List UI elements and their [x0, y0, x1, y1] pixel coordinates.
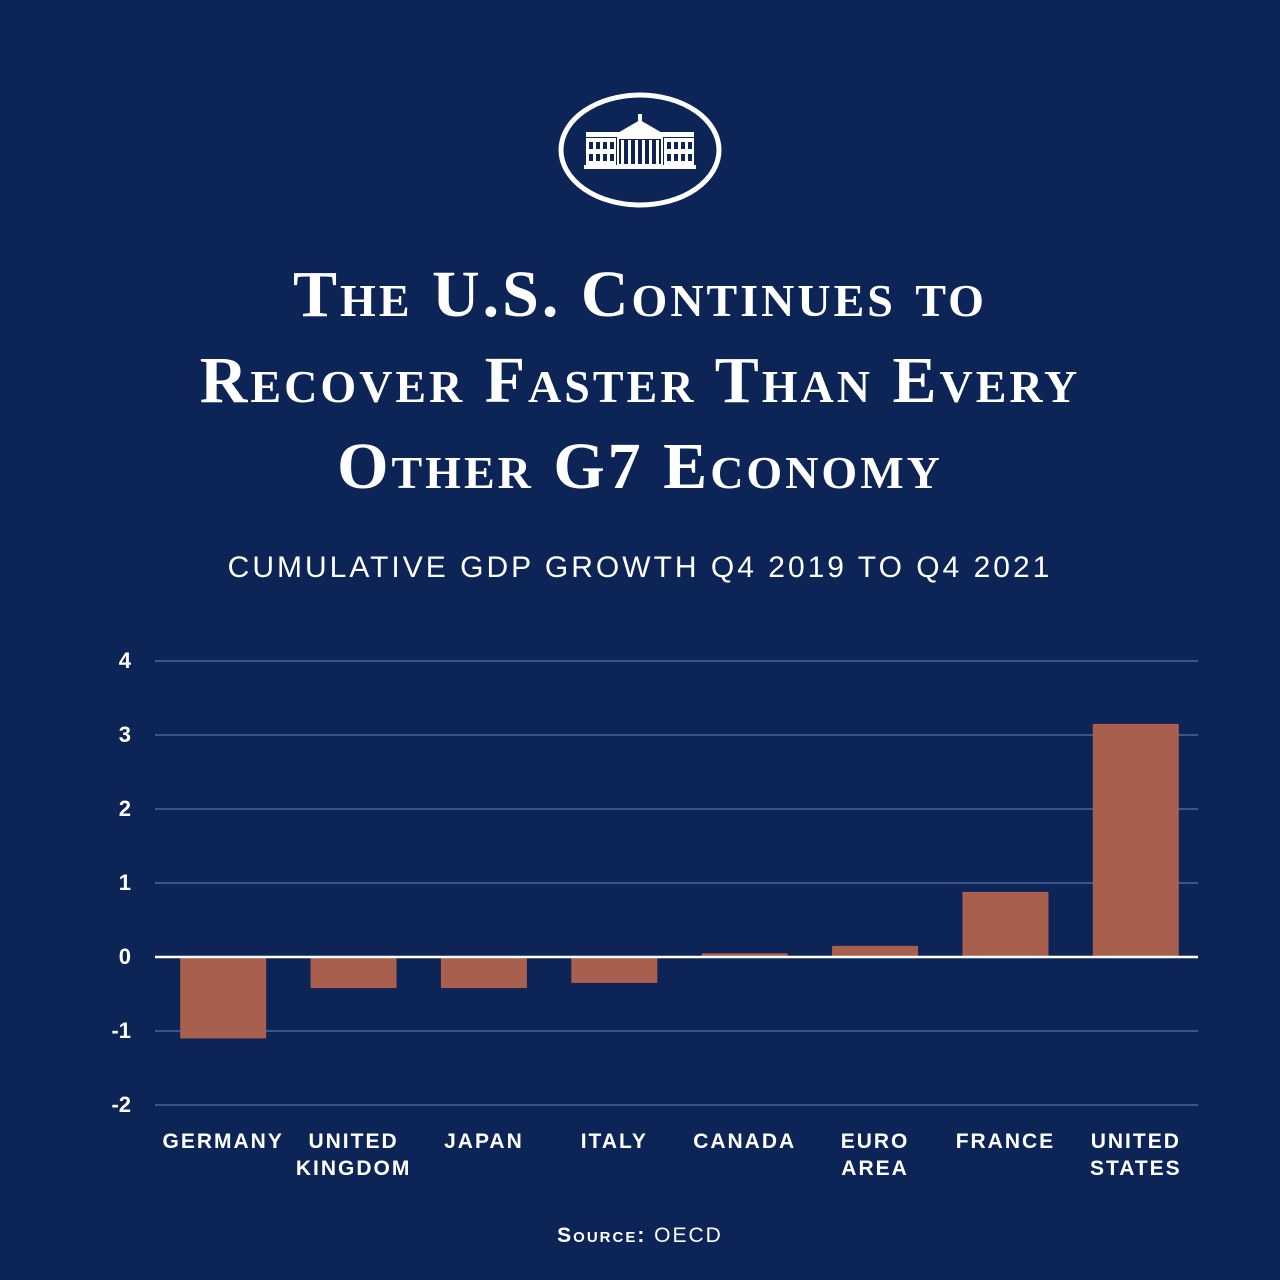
x-category-label: UNITED STATES	[1090, 1130, 1182, 1180]
title-line: Other G7 Economy	[337, 430, 943, 503]
chart-title: CUMULATIVE GDP GROWTH Q4 2019 TO Q4 2021	[227, 551, 1053, 584]
x-category-label: UNITED KINGDOM	[296, 1130, 412, 1180]
source-label: Source:	[557, 1224, 647, 1247]
page-title: The U.S. Continues to Recover Faster Tha…	[0, 252, 1280, 510]
y-tick-label: 0	[119, 944, 131, 969]
bar	[832, 945, 919, 957]
x-category-label-line: KINGDOM	[296, 1157, 412, 1180]
x-category-label: ITALY	[581, 1130, 648, 1153]
x-category-label: CANADA	[693, 1130, 796, 1153]
source-note: Source: OECD	[0, 1224, 1280, 1248]
bar	[440, 957, 527, 989]
y-tick-label: 1	[119, 870, 131, 895]
bar	[180, 957, 267, 1039]
x-category-label-line: CANADA	[693, 1130, 796, 1153]
x-category-label-line: JAPAN	[444, 1130, 524, 1153]
title-line: Recover Faster Than Every	[199, 344, 1081, 417]
x-category-label-line: GERMANY	[163, 1130, 284, 1153]
bar	[701, 953, 788, 957]
source-value: OECD	[654, 1224, 723, 1247]
y-tick-label: -1	[111, 1018, 131, 1043]
bar-chart: 4 3 2 1 0 -1 -2 GERMANY UNITED KINGDOM JAPAN ITALY C…	[111, 648, 1198, 1180]
y-tick-label: 4	[119, 648, 132, 673]
x-category-label-line: UNITED	[308, 1130, 398, 1153]
x-category-label: GERMANY	[163, 1130, 284, 1153]
x-category-label-line: STATES	[1090, 1157, 1182, 1180]
bar	[310, 957, 397, 989]
bar	[571, 957, 658, 983]
x-category-label: EURO AREA	[841, 1130, 910, 1180]
y-tick-label: 3	[119, 722, 131, 747]
bar	[962, 891, 1049, 957]
x-category-label-line: EURO	[841, 1130, 910, 1153]
white-house-seal-icon	[558, 92, 722, 208]
x-category-label-line: FRANCE	[956, 1130, 1056, 1153]
y-tick-label: 2	[119, 796, 131, 821]
x-category-label: FRANCE	[956, 1130, 1056, 1153]
bar	[1092, 723, 1179, 957]
x-category-label-line: UNITED	[1091, 1130, 1181, 1153]
x-category-label-line: AREA	[841, 1157, 909, 1180]
y-tick-label: -2	[111, 1092, 131, 1117]
title-line: The U.S. Continues to	[293, 258, 987, 331]
x-category-label-line: ITALY	[581, 1130, 648, 1153]
x-category-label: JAPAN	[444, 1130, 524, 1153]
